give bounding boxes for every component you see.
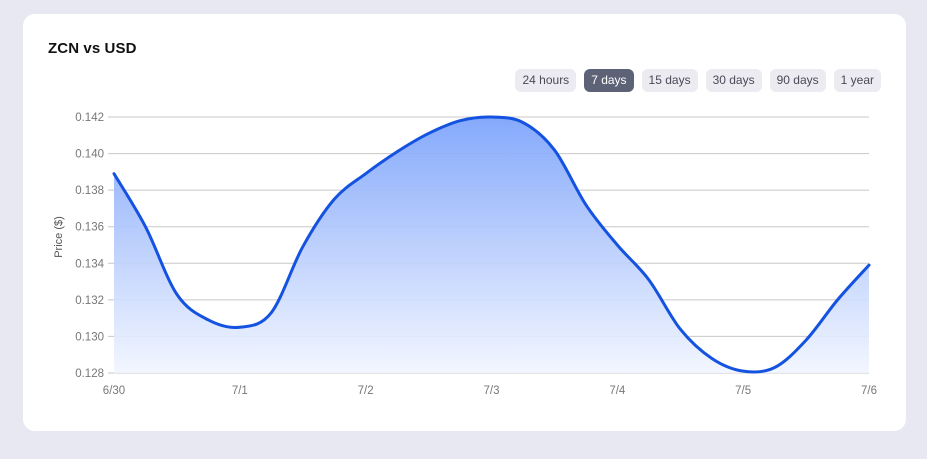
- x-tick-label: 7/1: [232, 385, 248, 397]
- x-tick-label: 7/2: [358, 385, 374, 397]
- range-tab-90-days[interactable]: 90 days: [769, 69, 826, 92]
- price-line: [112, 115, 871, 374]
- price-area-fill: [114, 116, 869, 374]
- y-tick-label: 0.136: [75, 222, 104, 234]
- price-chart: 0.128 0.130 0.132 0.134 0.136 0.138 0.140 0.142…: [53, 112, 877, 397]
- range-tab-7-days[interactable]: 7 days: [584, 69, 634, 92]
- y-tick-label: 0.132: [75, 295, 104, 307]
- y-tick-label: 0.142: [75, 112, 104, 124]
- y-tick-label: 0.130: [75, 331, 104, 343]
- y-axis-title: Price ($): [53, 216, 65, 258]
- range-tab-1-year[interactable]: 1 year: [833, 69, 881, 92]
- range-tab-24-hours[interactable]: 24 hours: [515, 69, 577, 92]
- time-range-tabs: 24 hours 7 days 15 days 30 days 90 days …: [515, 69, 881, 92]
- y-axis-ticks: 0.128 0.130 0.132 0.134 0.136 0.138 0.140 0.142: [75, 112, 104, 380]
- x-axis-ticks: 6/30 7/1 7/2 7/3 7/4 7/5 7/6: [103, 385, 877, 397]
- y-tick-label: 0.138: [75, 185, 104, 197]
- x-tick-label: 7/4: [609, 385, 626, 397]
- chart-title: ZCN vs USD: [48, 40, 137, 57]
- range-tab-15-days[interactable]: 15 days: [641, 69, 698, 92]
- x-tick-label: 7/5: [735, 385, 751, 397]
- y-tick-label: 0.140: [75, 149, 104, 161]
- x-tick-label: 7/3: [484, 385, 500, 397]
- y-tick-label: 0.134: [75, 258, 104, 270]
- price-chart-card: ZCN vs USD 24 hours 7 days 15 days 30 da…: [23, 14, 906, 431]
- range-tab-30-days[interactable]: 30 days: [705, 69, 762, 92]
- x-tick-label: 7/6: [861, 385, 877, 397]
- x-tick-label: 6/30: [103, 385, 125, 397]
- y-tick-label: 0.128: [75, 368, 104, 380]
